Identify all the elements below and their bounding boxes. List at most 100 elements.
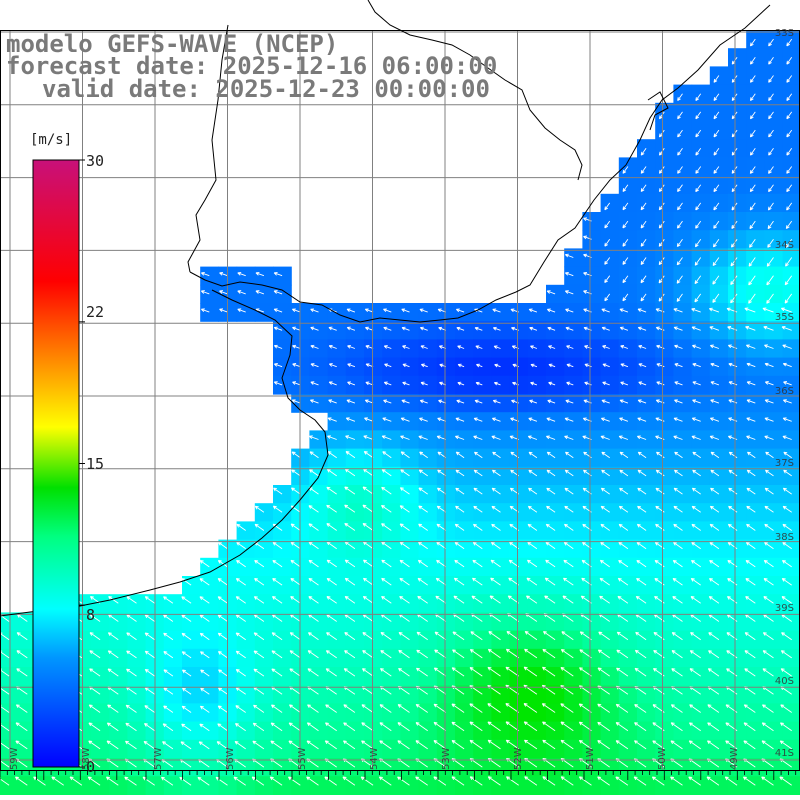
wind-arrow <box>695 202 702 211</box>
wind-arrow <box>708 596 720 604</box>
wind-cell <box>618 630 638 650</box>
wind-cell <box>273 503 292 522</box>
wind-cell <box>400 612 420 632</box>
wind-cell <box>564 667 583 686</box>
wind-cell <box>491 430 511 450</box>
wind-cell <box>455 576 474 595</box>
wind-arrow <box>618 505 629 513</box>
coastline-uruguay-brazil <box>189 4 771 323</box>
wind-cell <box>728 339 747 359</box>
wind-cell <box>91 667 110 686</box>
wind-arrow <box>695 111 702 120</box>
wind-cell <box>546 685 565 704</box>
wind-cell <box>345 703 365 723</box>
wind-cell <box>0 776 19 795</box>
wind-cell <box>782 466 800 486</box>
wind-arrow <box>235 596 246 604</box>
wind-arrow <box>107 668 119 677</box>
wind-arrow <box>691 523 701 531</box>
wind-arrow <box>634 649 647 659</box>
wind-arrow <box>546 290 556 295</box>
wind-arrow <box>383 381 392 386</box>
wind-cell <box>746 430 765 450</box>
wind-cell <box>691 612 711 632</box>
wind-cell <box>200 776 219 795</box>
wind-cell <box>418 776 438 795</box>
wind-arrow <box>762 632 774 641</box>
wind-cell <box>691 667 711 686</box>
wind-arrow <box>779 740 792 750</box>
wind-arrow <box>658 275 665 284</box>
wind-cell <box>418 466 438 486</box>
wind-arrow <box>636 435 647 440</box>
wind-cell <box>364 648 383 668</box>
wind-arrow <box>197 776 210 786</box>
wind-cell <box>473 485 492 504</box>
wind-cell <box>564 685 583 704</box>
wind-arrow <box>347 381 356 386</box>
wind-cell <box>364 521 383 541</box>
wind-arrow <box>436 523 447 531</box>
wind-cell <box>418 339 438 359</box>
wind-arrow <box>730 239 738 248</box>
wind-arrow <box>749 129 756 138</box>
wind-cell <box>637 394 656 413</box>
wind-cell <box>0 721 19 741</box>
wind-arrow <box>236 523 246 531</box>
wind-arrow <box>638 381 647 386</box>
wind-arrow <box>69 776 83 786</box>
wind-cell <box>364 394 383 413</box>
wind-cell <box>782 539 800 559</box>
wind-cell <box>254 557 274 577</box>
wind-arrow <box>418 487 428 495</box>
wind-cell <box>637 430 656 450</box>
wind-cell <box>400 685 420 704</box>
wind-cell <box>655 721 674 741</box>
wind-arrow <box>51 776 64 786</box>
wind-cell <box>473 776 492 795</box>
wind-arrow <box>492 399 501 404</box>
wind-arrow <box>343 668 356 677</box>
wind-arrow <box>380 668 392 677</box>
wind-arrow <box>451 776 465 786</box>
wind-arrow <box>291 399 301 404</box>
wind-cell <box>182 612 201 632</box>
wind-arrow <box>530 363 538 368</box>
wind-cell <box>746 521 765 541</box>
wind-cell <box>109 758 128 777</box>
wind-cell <box>655 521 674 541</box>
wind-cell <box>455 357 474 377</box>
wind-arrow <box>200 669 210 677</box>
wind-arrow <box>289 650 301 659</box>
wind-arrow <box>658 111 665 120</box>
wind-arrow <box>600 541 610 550</box>
wind-arrow <box>291 469 301 477</box>
wind-arrow <box>328 344 337 349</box>
wind-cell <box>546 667 565 686</box>
wind-cell <box>491 448 511 468</box>
wind-arrow <box>399 523 410 531</box>
wind-arrow <box>507 595 519 604</box>
wind-cell <box>418 412 438 431</box>
wind-arrow <box>434 631 447 641</box>
wind-cell <box>564 430 583 450</box>
wind-arrow <box>670 704 683 713</box>
wind-arrow <box>749 184 756 193</box>
wind-arrow <box>566 345 574 349</box>
wind-arrow <box>125 722 137 732</box>
wind-cell <box>582 357 602 377</box>
wind-cell <box>582 539 602 559</box>
wind-arrow <box>399 559 410 568</box>
wind-cell <box>418 758 438 777</box>
wind-arrow <box>688 776 701 786</box>
wind-arrow <box>491 505 501 513</box>
wind-cell <box>709 357 729 377</box>
wind-cell <box>291 703 310 723</box>
wind-cell <box>728 503 747 522</box>
wind-arrow <box>310 326 319 331</box>
wind-arrow <box>674 381 683 386</box>
wind-cell <box>291 321 310 340</box>
wind-cell <box>18 776 37 795</box>
wind-arrow <box>762 307 774 313</box>
wind-cell <box>527 430 547 450</box>
